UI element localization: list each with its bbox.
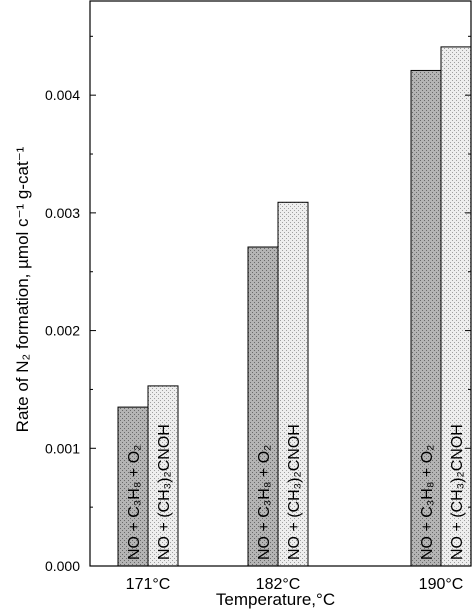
y-tick-label: 0.004 xyxy=(45,87,80,103)
y-axis-title: Rate of N₂ formation, µmol c⁻¹ g-cat⁻¹ xyxy=(13,146,32,432)
bar-label-2-3: NO + (CH₃)₂CNOH xyxy=(449,424,466,560)
plot-frame xyxy=(89,0,472,567)
bar-label-1-1: NO + C₃H₈ + O₂ xyxy=(126,445,143,560)
plot-area: NO + C₃H₈ + O₂ NO + (CH₃)₂CNOH NO + C₃H₈ +… xyxy=(13,0,472,609)
y-tick-label: 0.001 xyxy=(45,440,80,456)
bar-label-1-2: NO + C₃H₈ + O₂ xyxy=(256,445,273,560)
bar-label-2-2: NO + (CH₃)₂CNOH xyxy=(286,424,303,560)
bar-1-2 xyxy=(247,246,279,567)
bar-1-1 xyxy=(117,406,149,567)
y-tick-label: 0.000 xyxy=(45,558,80,574)
bar-2-1 xyxy=(147,385,179,567)
y-tick-label: 0.003 xyxy=(45,205,80,221)
bar-label-1-3: NO + C₃H₈ + O₂ xyxy=(419,445,436,560)
x-category-label: 190°C xyxy=(419,576,464,593)
x-category-label: 171°C xyxy=(126,576,171,593)
bar-2-3 xyxy=(440,46,472,567)
y-tick-label: 0.002 xyxy=(45,323,80,339)
x-axis-title: Temperature,°C xyxy=(216,590,335,609)
x-category-label: 182°C xyxy=(256,576,301,593)
bar-label-2-1: NO + (CH₃)₂CNOH xyxy=(156,424,173,560)
bar-2-2 xyxy=(277,201,309,567)
